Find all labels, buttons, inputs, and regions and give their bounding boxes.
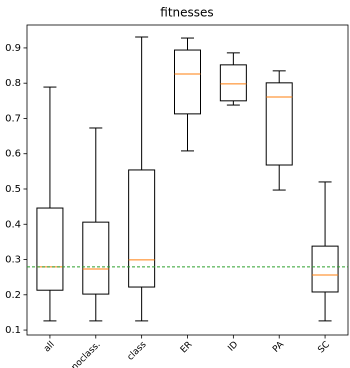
box [36,207,64,291]
chart-title: fitnesses [160,6,213,20]
box [128,169,156,288]
x-tick-label: SC [316,340,332,356]
y-tick-label: 0.7 [5,113,21,124]
box [82,221,110,295]
y-tick-label: 0.8 [5,78,21,89]
box [219,64,247,102]
box [174,49,201,115]
box [311,245,339,293]
y-tick-label: 0.5 [5,184,21,195]
y-tick-label: 0.3 [5,255,21,266]
y-tick-label: 0.4 [5,219,21,230]
x-tick-label: ER [179,340,195,356]
box [265,82,293,166]
y-tick-label: 0.1 [5,325,21,336]
y-tick-label: 0.9 [5,43,21,54]
y-tick-label: 0.6 [5,149,21,160]
x-tick-label: all [42,340,57,355]
x-tick-label: ID [226,340,240,354]
y-tick-label: 0.2 [5,290,21,301]
x-tick-label: noclass. [70,340,103,368]
plot-frame [26,24,349,336]
x-tick-label: class [126,340,149,363]
x-tick-label: PA [271,339,286,354]
